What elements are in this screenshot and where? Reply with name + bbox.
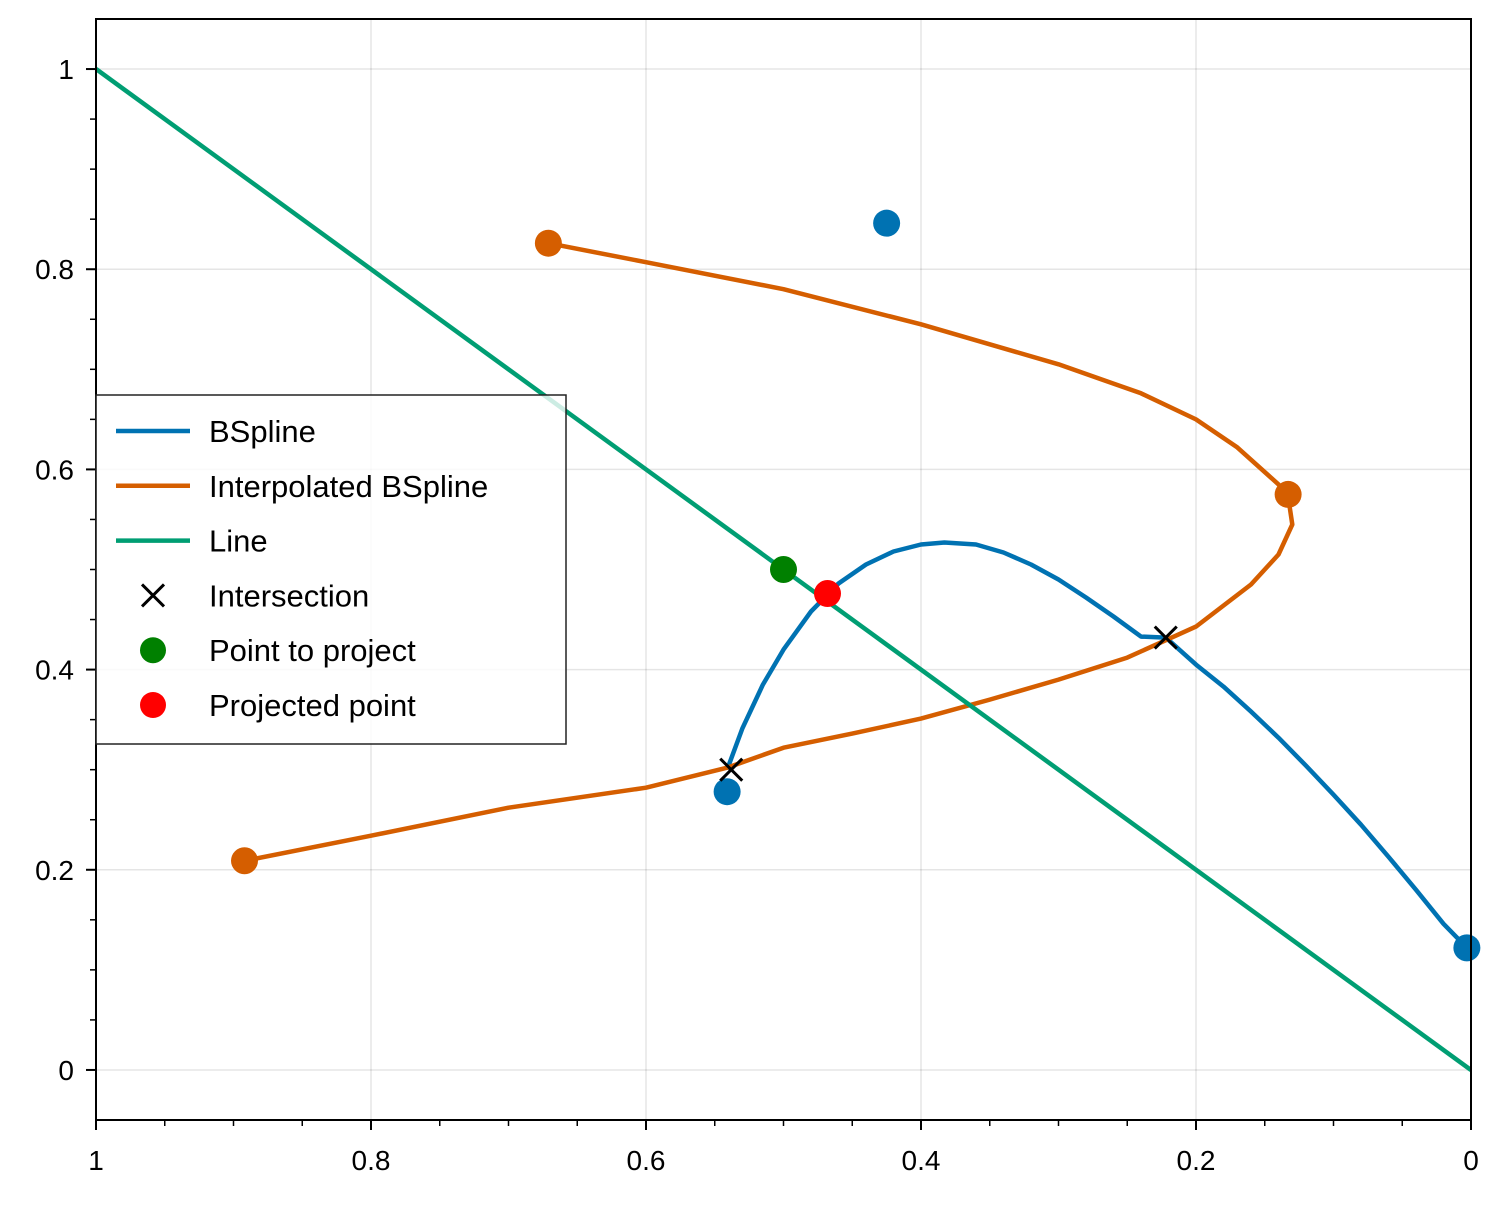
- legend-label: Line: [209, 524, 268, 559]
- x-tick-label: 0: [1463, 1145, 1479, 1176]
- control-point-marker: [873, 209, 901, 237]
- legend-label: Point to project: [209, 633, 416, 668]
- projected-point-marker: [814, 580, 841, 608]
- legend-entry: Intersection: [140, 578, 369, 613]
- y-axis: 0 0.2 0.4 0.6 0.8 1: [35, 54, 96, 1086]
- legend-entry: Interpolated BSpline: [116, 469, 488, 504]
- control-point-marker: [1453, 934, 1481, 962]
- legend: BSpline Interpolated BSpline Line Intersect…: [95, 394, 567, 745]
- x-tick-label: 0.4: [902, 1145, 941, 1176]
- legend-label: Projected point: [209, 688, 416, 723]
- series-line-interpolated-bspline: [244, 240, 1295, 864]
- x-tick-label: 1: [88, 1145, 104, 1176]
- x-tick-label: 0.8: [352, 1145, 391, 1176]
- legend-dot-swatch: [140, 692, 166, 718]
- intersection-marker: [719, 757, 744, 782]
- legend-entry: Projected point: [140, 688, 416, 723]
- x-tick-label: 0.6: [627, 1145, 666, 1176]
- legend-box: [95, 394, 567, 745]
- point-to-project-marker: [770, 556, 797, 583]
- control-point-marker: [534, 229, 562, 257]
- legend-entry: BSpline: [116, 414, 316, 449]
- y-tick-label: 0.2: [35, 855, 74, 886]
- control-point-marker: [1274, 480, 1302, 508]
- control-point-marker: [713, 778, 741, 806]
- y-tick-label: 1: [58, 54, 74, 85]
- x-tick-label: 0.2: [1177, 1145, 1216, 1176]
- legend-label: Interpolated BSpline: [209, 469, 488, 504]
- legend-label: Intersection: [209, 578, 369, 613]
- intersection-marker-stroke: [1153, 625, 1178, 650]
- legend-x-swatch: [140, 583, 166, 608]
- legend-entry: Line: [116, 524, 268, 559]
- legend-entry: Point to project: [140, 633, 416, 668]
- x-axis: 1 0.8 0.6 0.4 0.2 0: [88, 1120, 1479, 1176]
- intersection-marker-stroke: [719, 757, 744, 782]
- y-tick-label: 0.8: [35, 254, 74, 285]
- control-point-marker: [231, 847, 258, 875]
- legend-dot-swatch: [140, 637, 166, 664]
- intersection-marker: [1153, 625, 1178, 650]
- y-tick-label: 0: [58, 1055, 74, 1086]
- y-tick-label: 0.4: [35, 655, 74, 686]
- legend-label: BSpline: [209, 414, 316, 449]
- y-tick-label: 0.6: [35, 454, 74, 485]
